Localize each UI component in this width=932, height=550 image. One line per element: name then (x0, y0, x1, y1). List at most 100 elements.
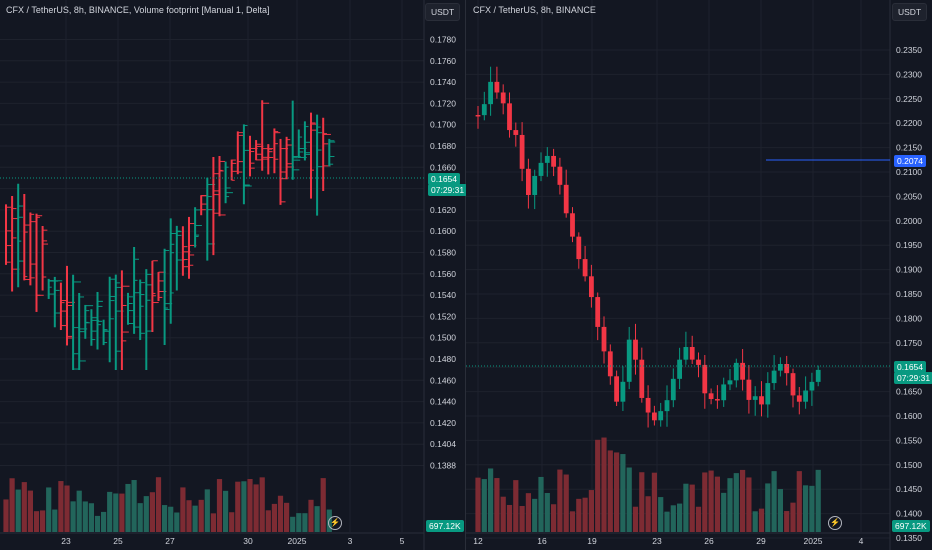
volume-bar (639, 472, 645, 532)
left-symbol-legend[interactable]: CFX / TetherUS, 8h, BINANCE, Volume foot… (6, 5, 270, 15)
candle-body (481, 104, 487, 116)
candle-body (607, 351, 613, 377)
volume-bar (740, 469, 746, 532)
volume-bar (607, 450, 613, 532)
price-tick-label: 0.2150 (896, 143, 922, 153)
volume-bar (21, 482, 27, 532)
lightning-icon[interactable]: ⚡ (828, 516, 842, 530)
candle-body (532, 175, 538, 195)
time-tick-label: 5 (400, 536, 405, 546)
volume-bar (664, 511, 670, 532)
right-chart-pane[interactable]: 0.2350 0.2300 0.2250 0.2200 0.2150 0.2100 0.20… (466, 0, 932, 550)
candle-body (633, 339, 638, 360)
time-tick-label: 3 (348, 536, 353, 546)
price-tick-label: 0.1560 (430, 269, 456, 279)
right-symbol-legend[interactable]: CFX / TetherUS, 8h, BINANCE (473, 5, 596, 15)
volume-bar (314, 506, 320, 532)
volume-bar (752, 511, 758, 532)
volume-bar (27, 490, 33, 532)
volume-bar (714, 476, 720, 532)
candle-body (809, 381, 815, 391)
volume-bar (815, 469, 821, 532)
volume-bar (481, 479, 487, 532)
price-tick-label: 0.1388 (430, 461, 456, 471)
volume-bar (677, 503, 683, 532)
volume-bar (308, 499, 314, 532)
price-tick-label: 0.1500 (430, 333, 456, 343)
volume-bar (9, 478, 15, 532)
price-tick-label: 0.1740 (430, 77, 456, 87)
volume-bar (107, 491, 113, 532)
volume-bar (64, 485, 70, 532)
price-tick-label: 0.1460 (430, 375, 456, 385)
candle-body (601, 326, 607, 352)
volume-bar (259, 477, 265, 532)
left-countdown-label: 07:29:31 (428, 184, 468, 196)
candle-body (778, 363, 783, 371)
volume-bar (532, 498, 538, 532)
volume-bar (758, 508, 765, 532)
candle-body (475, 115, 481, 117)
price-tick-label: 0.2000 (896, 216, 922, 226)
candle-body (513, 130, 519, 135)
volume-bar (235, 481, 241, 532)
right-chart-canvas[interactable]: 0.23500.23000.22500.22000.21500.21000.20… (466, 0, 932, 550)
volume-bar (52, 509, 58, 532)
price-tick-label: 0.1850 (896, 289, 922, 299)
candle-body (702, 364, 708, 394)
volume-bar (494, 478, 500, 532)
volume-bar (125, 483, 131, 532)
volume-bar (727, 478, 733, 532)
volume-bar (223, 490, 229, 532)
volume-bar (513, 480, 519, 532)
right-unit-button[interactable]: USDT (892, 3, 928, 21)
time-tick-label: 26 (704, 536, 714, 546)
volume-bar (500, 496, 506, 532)
lightning-icon[interactable]: ⚡ (328, 516, 342, 530)
volume-bar (563, 474, 569, 532)
volume-bar (658, 497, 664, 532)
left-chart-canvas[interactable]: 0.1780 0.1760 0.1740 0.1720 0.1700 0.1680 0.16… (0, 0, 466, 550)
left-unit-button[interactable]: USDT (425, 3, 461, 21)
volume-bar (271, 503, 277, 532)
candle-body (740, 362, 745, 380)
candle-body (746, 379, 752, 400)
candle-body (708, 393, 714, 400)
price-tick-label: 0.1600 (430, 226, 456, 236)
volume-bar (506, 504, 513, 532)
time-tick-label: 30 (243, 536, 253, 546)
volume-bar (113, 493, 119, 532)
volume-bar (137, 503, 143, 532)
volume-bar (284, 502, 290, 532)
volume-bar (302, 513, 308, 532)
candle-body (645, 397, 651, 413)
volume-bar (15, 489, 21, 532)
price-tick-label: 0.1700 (430, 120, 456, 130)
volume-bar (290, 516, 296, 532)
volume-bar (198, 499, 204, 532)
volume-bar (186, 500, 192, 532)
volume-bar (488, 468, 494, 532)
volume-bar (58, 481, 64, 532)
candle-body (683, 347, 689, 360)
price-tick-label: 0.2200 (896, 118, 922, 128)
volume-bar (733, 473, 739, 532)
right-horizontal-line-label: 0.2074 (894, 155, 926, 167)
volume-bar (475, 477, 481, 532)
price-tick-label: 0.1720 (430, 98, 456, 108)
candle-body (595, 297, 601, 327)
price-tick-label: 0.1500 (896, 460, 922, 470)
left-chart-pane[interactable]: 0.1780 0.1760 0.1740 0.1720 0.1700 0.1680 0.16… (0, 0, 468, 550)
time-tick-label: 2025 (288, 536, 307, 546)
price-tick-label: 0.1760 (430, 56, 456, 66)
time-tick-label: 25 (113, 536, 123, 546)
left-volume-label: 697.12K (426, 520, 464, 532)
price-tick-label: 0.1660 (430, 162, 456, 172)
volume-bar (809, 485, 815, 532)
price-tick-label: 0.2300 (896, 69, 922, 79)
volume-bar (525, 493, 531, 532)
volume-bar (632, 506, 639, 532)
candle-body (670, 378, 676, 401)
right-last-price-label: 0.1654 (894, 361, 926, 373)
candle-body (589, 276, 594, 298)
